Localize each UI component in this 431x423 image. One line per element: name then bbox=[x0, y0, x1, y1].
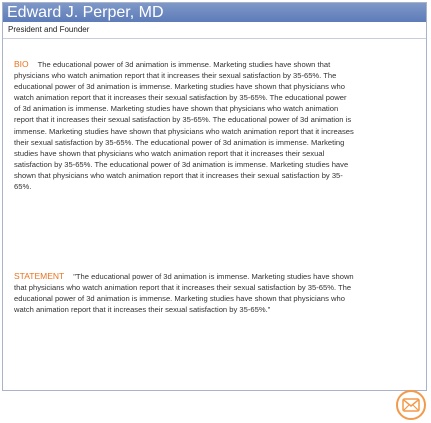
statement-section: STATEMENT "The educational power of 3d an… bbox=[14, 271, 354, 315]
profile-role: President and Founder bbox=[3, 22, 426, 39]
email-button[interactable] bbox=[396, 390, 426, 420]
bio-section: BIO The educational power of 3d animation… bbox=[14, 59, 354, 192]
bio-text: The educational power of 3d animation is… bbox=[14, 60, 354, 192]
profile-name: Edward J. Perper, MD bbox=[3, 3, 426, 22]
envelope-icon bbox=[402, 398, 420, 412]
statement-label: STATEMENT bbox=[14, 271, 65, 281]
bio-label: BIO bbox=[14, 59, 29, 69]
profile-card: Edward J. Perper, MD President and Found… bbox=[2, 2, 427, 391]
statement-text: "The educational power of 3d animation i… bbox=[14, 272, 354, 315]
